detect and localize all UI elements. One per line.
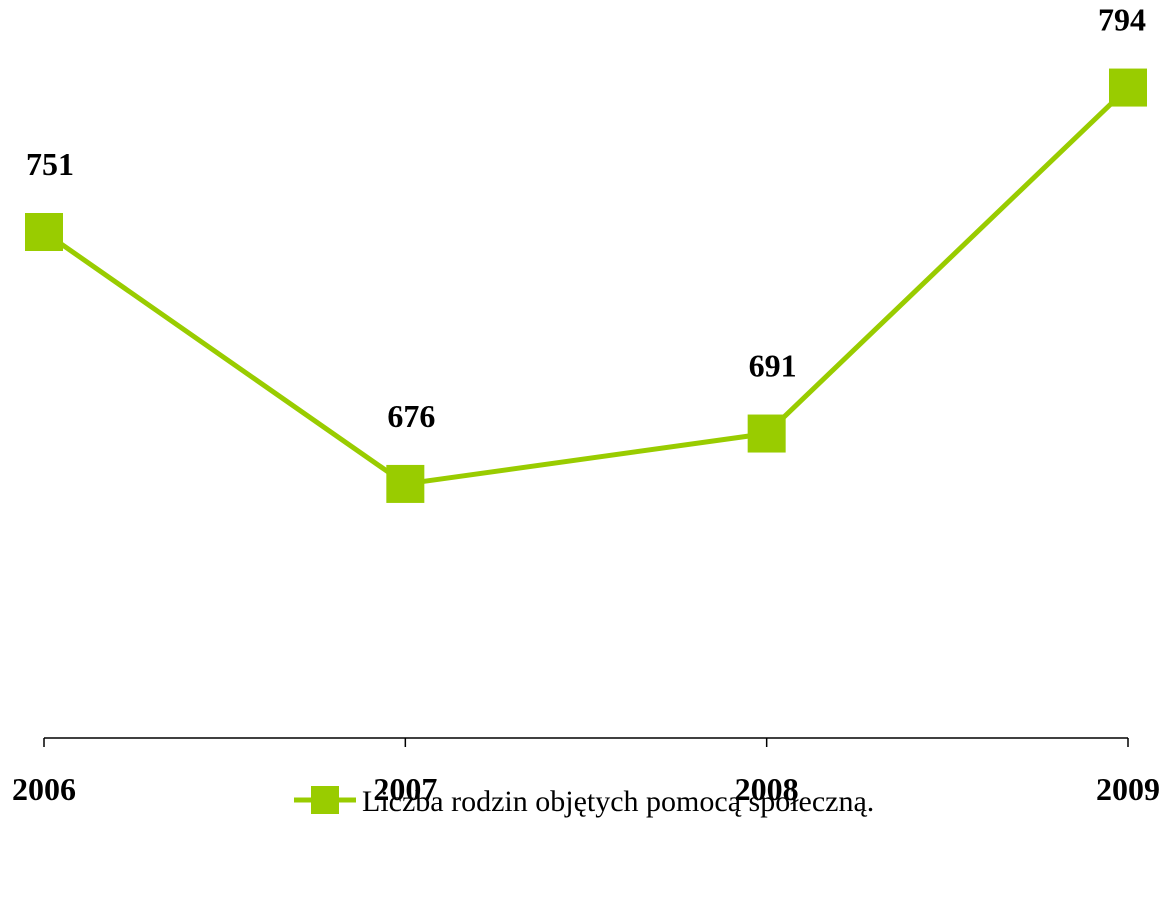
data-labels: 751 676 691 794 [26,2,1146,434]
data-point-marker [1109,68,1147,107]
legend-marker-swatch [311,786,339,814]
data-label: 794 [1098,2,1146,38]
data-point-marker [25,213,63,251]
legend: Liczba rodzin objętych pomocą społeczną. [294,785,874,818]
x-tick-label: 2006 [12,771,76,807]
data-point-marker [386,464,425,503]
series-line [42,85,1130,487]
data-label: 691 [749,348,797,384]
x-tick-label: 2008 [735,771,799,807]
data-markers [25,68,1147,503]
data-label: 676 [387,398,435,434]
data-label: 751 [26,146,74,182]
x-tick-label: 2007 [373,771,437,807]
x-axis-ticks [43,738,1129,747]
series-group [42,85,1130,487]
legend-label: Liczba rodzin objętych pomocą społeczną. [362,785,874,818]
data-point-marker [747,414,786,453]
x-axis-tick-labels: 2006 2007 2008 2009 [12,771,1160,807]
x-tick-label: 2009 [1096,771,1160,807]
